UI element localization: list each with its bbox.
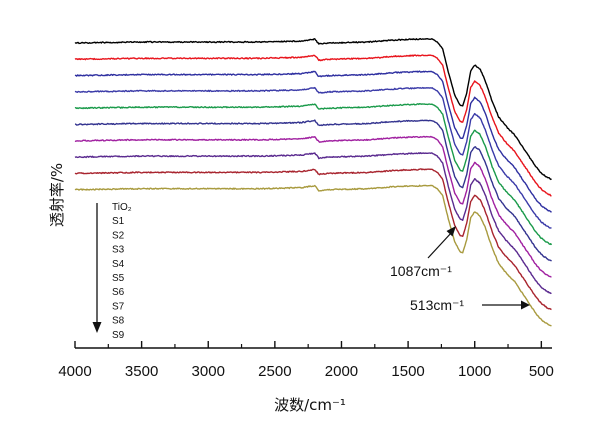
legend-entry: S3 [112,245,125,256]
legend-entry: S2 [112,230,125,241]
annotation-label: 1087cm⁻¹ [390,263,452,279]
legend-entry: S4 [112,259,125,270]
series-line [74,168,552,311]
series-line [74,86,552,229]
series-line [74,135,552,278]
legend-entry: S9 [112,330,125,341]
legend-entry: S8 [112,316,125,327]
series-line [74,54,552,197]
legend-entry: TiO₂ [112,202,132,213]
legend-entry: S5 [112,273,125,284]
legend-entry: S6 [112,287,125,298]
series-line [74,152,552,295]
spectra-curves [74,38,553,327]
annotations: 1087cm⁻¹ 513cm⁻¹ [390,226,530,313]
x-tick-label: 2000 [325,363,358,380]
series-line [74,184,552,327]
annotation-arrowhead [446,226,456,237]
annotation-arrowhead [521,300,530,310]
x-tick-label: 3000 [192,363,225,380]
legend-entry: S1 [112,216,125,227]
series-line [74,70,552,213]
legend-arrowhead [92,322,102,333]
x-tick-label: 1000 [458,363,491,380]
x-axis-title: 波数/cm⁻¹ [274,396,346,414]
series-line [74,103,553,246]
x-tick-label: 1500 [391,363,424,380]
series-line [74,38,552,181]
legend-entry: S7 [112,301,125,312]
x-tick-label: 500 [529,363,554,380]
x-axis-ticks: 4000 3500 3000 2500 2000 1500 1000 500 [58,341,554,380]
x-tick-label: 4000 [58,363,91,380]
legend: TiO₂ S1 S2 S3 S4 S5 S6 S7 S8 S9 [92,202,132,341]
annotation-arrow [427,231,453,259]
series-line [74,119,552,262]
x-tick-label: 3500 [125,363,158,380]
x-tick-label: 2500 [258,363,291,380]
y-axis-title: 透射率/% [48,163,66,227]
annotation-label: 513cm⁻¹ [410,297,464,313]
